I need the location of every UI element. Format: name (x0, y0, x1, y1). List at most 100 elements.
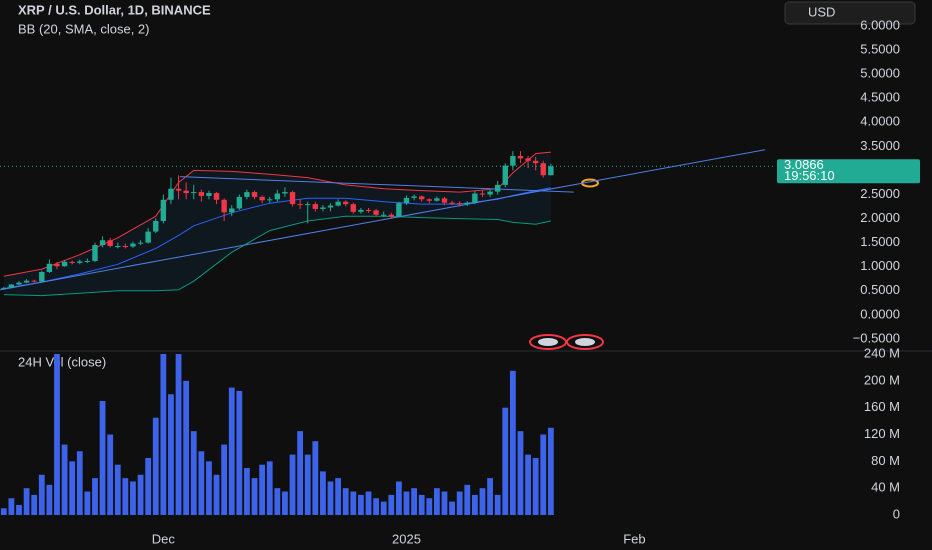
volume-bar (418, 494, 425, 516)
volume-bar (320, 471, 326, 516)
candle-body (327, 205, 334, 208)
volume-bar (221, 444, 228, 516)
candle-body (548, 166, 554, 176)
y-tick-label: 240 M (864, 345, 900, 360)
volume-bar (46, 484, 53, 516)
candle-body (84, 260, 91, 262)
candle-body (381, 214, 387, 216)
candle-body (244, 192, 250, 197)
candle-body (274, 193, 281, 200)
candle-body (312, 204, 319, 209)
candle-body (525, 158, 531, 161)
x-tick-label: Feb (623, 531, 645, 546)
candle-body (373, 210, 379, 215)
candle-body (464, 202, 470, 205)
candle-body (1, 287, 7, 289)
candle-body (297, 204, 303, 206)
volume-bar (213, 474, 220, 516)
event-icons (529, 334, 604, 350)
y-tick-label: 2.0000 (860, 210, 900, 225)
volume-bar (426, 498, 433, 516)
y-tick-label: 0.5000 (860, 282, 900, 297)
volume-bar (175, 354, 182, 516)
volume-bar (282, 491, 288, 516)
y-tick-label: 200 M (864, 372, 900, 387)
y-tick-label: 0 (893, 506, 900, 521)
candle-body (160, 199, 167, 221)
candle-body (502, 165, 508, 185)
candle-body (198, 192, 205, 196)
volume-bar (228, 387, 235, 516)
candle-body (358, 209, 364, 212)
volume-bar (532, 457, 539, 516)
volume-bar (373, 498, 380, 516)
candle-body (206, 193, 212, 196)
volume-bar (114, 464, 121, 516)
candle-body (449, 202, 455, 204)
countdown-label: 19:56:10 (784, 168, 835, 183)
y-tick-label: 4.5000 (860, 90, 900, 105)
candle-body (472, 193, 478, 203)
candle-body (532, 160, 539, 164)
volume-bar (525, 454, 531, 516)
volume-bar (0, 508, 7, 516)
y-tick-label: 3.5000 (860, 138, 900, 153)
volume-bar (297, 431, 304, 516)
bb-fill (3, 152, 551, 296)
candle-body (16, 282, 22, 285)
volume-bar (38, 474, 45, 516)
candle-body (411, 196, 417, 198)
bb-lower (3, 215, 552, 297)
volume-bar (502, 407, 509, 516)
candle-body (137, 242, 144, 244)
x-tick-label: 2025 (392, 531, 421, 546)
volume-bar (168, 394, 174, 516)
volume-bar (289, 454, 296, 516)
volume-bar (16, 504, 22, 516)
candle-body (69, 261, 75, 263)
volume-bar (335, 478, 342, 516)
volume-bar (380, 501, 387, 516)
volume-bar (456, 491, 463, 516)
volume-bar (190, 431, 197, 516)
candle-body (54, 263, 60, 267)
volume-bar (31, 494, 38, 516)
candle-body (175, 188, 182, 191)
volume-bar (411, 488, 417, 516)
candle-body (418, 196, 425, 200)
candle-body (191, 192, 197, 194)
indicator-label: BB (20, SMA, close, 2) (18, 21, 150, 36)
candle-body (267, 199, 273, 201)
candle-body (168, 188, 174, 200)
candle-body (540, 163, 546, 176)
volume-bar (54, 354, 60, 516)
volume-bar (403, 491, 410, 516)
candle-body (236, 196, 243, 209)
volume-bar (358, 494, 364, 516)
candle-body (99, 240, 106, 246)
volume-bar (388, 494, 395, 516)
volume-bar (259, 464, 266, 516)
volume-bar (198, 451, 205, 516)
volume-bar (130, 481, 136, 516)
volume-bar (183, 380, 190, 516)
candle-body (92, 245, 98, 261)
x-tick-label: Dec (152, 531, 176, 546)
candle-body (343, 201, 349, 205)
candle-body (494, 184, 501, 192)
candle-body (305, 204, 311, 206)
trendline (0, 149, 766, 291)
candle-body (259, 196, 265, 201)
candle-body (403, 197, 410, 204)
candle-body (77, 261, 83, 263)
candle-body (479, 193, 486, 195)
candle-body (115, 246, 121, 248)
y-tick-label: 6.0000 (860, 17, 900, 32)
volume-bar (92, 478, 98, 516)
chart-title: XRP / U.S. Dollar, 1D, BINANCE (18, 2, 211, 17)
currency-label: USD (808, 4, 835, 19)
currency-button[interactable] (784, 1, 916, 25)
candle-body (335, 201, 341, 206)
